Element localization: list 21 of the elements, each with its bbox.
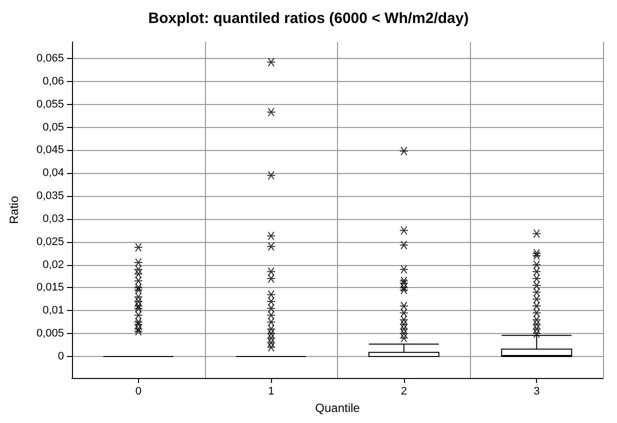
y-tick-label: 0,06 (42, 75, 64, 88)
y-tick-label: 0,05 (42, 121, 64, 134)
y-tick-label: 0,015 (36, 282, 64, 294)
y-tick-label: 0,03 (42, 212, 64, 225)
x-tick-label: 0 (135, 386, 142, 398)
y-tick-label: 0,01 (42, 304, 64, 317)
y-tick-label: 0,02 (42, 258, 64, 271)
x-tick-label: 3 (534, 386, 540, 398)
y-tick-label: 0 (58, 350, 64, 362)
y-tick-label: 0,025 (36, 236, 64, 248)
x-tick-label: 2 (400, 386, 407, 398)
y-tick-label: 0,045 (36, 144, 64, 156)
y-tick-label: 0,04 (42, 167, 64, 180)
y-tick-label: 0,055 (36, 98, 64, 110)
x-axis-title: Quantile (315, 401, 360, 415)
x-tick-label: 1 (268, 386, 274, 398)
y-tick-label: 0,005 (36, 328, 64, 340)
y-tick-label: 0,035 (36, 190, 64, 202)
y-axis-title: Ratio (7, 196, 21, 224)
y-tick-label: 0,065 (36, 52, 64, 64)
chart-title: Boxplot: quantiled ratios (6000 < Wh/m2/day) (148, 10, 469, 27)
